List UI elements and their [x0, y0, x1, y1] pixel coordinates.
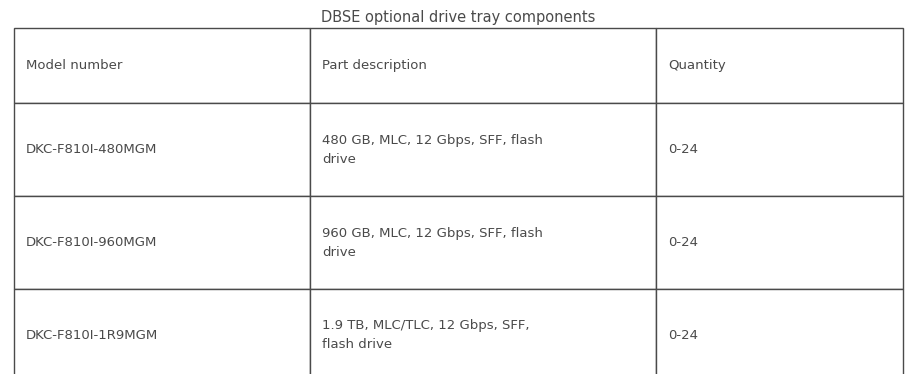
Bar: [14, 196, 310, 289]
Text: 480 GB, MLC, 12 Gbps, SFF, flash
drive: 480 GB, MLC, 12 Gbps, SFF, flash drive: [322, 134, 543, 166]
Text: Model number: Model number: [26, 59, 122, 72]
Bar: [14, 103, 310, 196]
Bar: [656, 196, 903, 289]
Bar: [14, 289, 310, 374]
Text: 0-24: 0-24: [668, 236, 698, 249]
Bar: [310, 289, 656, 374]
Text: 960 GB, MLC, 12 Gbps, SFF, flash
drive: 960 GB, MLC, 12 Gbps, SFF, flash drive: [322, 227, 543, 258]
Text: DKC-F810I-1R9MGM: DKC-F810I-1R9MGM: [26, 329, 159, 342]
Bar: [656, 103, 903, 196]
Text: 0-24: 0-24: [668, 329, 698, 342]
Bar: [310, 103, 656, 196]
Text: DKC-F810I-960MGM: DKC-F810I-960MGM: [26, 236, 158, 249]
Bar: [656, 28, 903, 103]
Bar: [310, 28, 656, 103]
Bar: [14, 28, 310, 103]
Text: 1.9 TB, MLC/TLC, 12 Gbps, SFF,
flash drive: 1.9 TB, MLC/TLC, 12 Gbps, SFF, flash dri…: [322, 319, 529, 352]
Bar: [656, 289, 903, 374]
Bar: [310, 196, 656, 289]
Text: 0-24: 0-24: [668, 143, 698, 156]
Text: DBSE optional drive tray components: DBSE optional drive tray components: [321, 10, 596, 25]
Text: Part description: Part description: [322, 59, 427, 72]
Text: DKC-F810I-480MGM: DKC-F810I-480MGM: [26, 143, 158, 156]
Text: Quantity: Quantity: [668, 59, 725, 72]
